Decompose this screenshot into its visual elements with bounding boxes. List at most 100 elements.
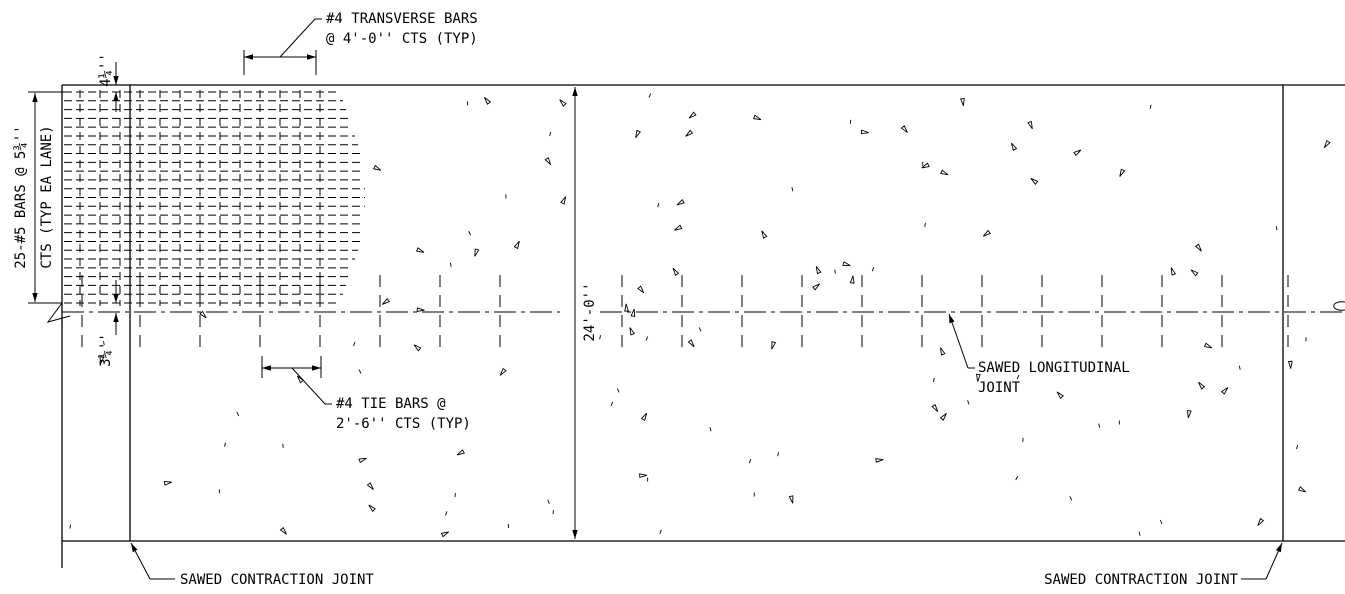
aggregate [771, 341, 777, 350]
aggregate [975, 373, 981, 382]
aggregate [1010, 142, 1018, 151]
aggregate [849, 119, 852, 124]
leader [279, 18, 322, 58]
aggregate [366, 482, 374, 490]
aggregate [544, 157, 552, 166]
aggregate [103, 341, 105, 346]
aggregate [1238, 365, 1241, 370]
aggregate [468, 230, 471, 236]
aggregate [1015, 475, 1019, 481]
aggregate [933, 377, 935, 383]
dimension-label: 3¼'' [98, 333, 114, 367]
aggregate [676, 198, 685, 206]
aggregate [761, 230, 768, 239]
aggregate [1170, 267, 1177, 276]
aggregate [685, 129, 694, 137]
aggregate [659, 529, 662, 534]
leader [130, 542, 151, 580]
callout: @ 4'-0'' CTS (TYP) [326, 31, 478, 47]
callout: #4 TIE BARS @ [336, 396, 446, 412]
aggregate [1030, 178, 1039, 186]
aggregate [812, 283, 820, 291]
aggregate [445, 511, 448, 516]
aggregate [672, 267, 680, 276]
aggregate [688, 111, 697, 119]
aggregate [1198, 381, 1206, 390]
aggregate [960, 97, 965, 107]
aggregate [842, 261, 851, 267]
aggregate [358, 457, 367, 464]
aggregate [547, 499, 550, 504]
aggregate [709, 427, 712, 432]
break-mark [46, 302, 71, 323]
aggregate [1027, 120, 1033, 130]
aggregate [353, 341, 356, 347]
callout: SAWED CONTRACTION JOINT [1044, 572, 1238, 588]
aggregate [199, 310, 207, 319]
aggregate [1119, 168, 1126, 177]
aggregate [1275, 226, 1278, 231]
aggregate [560, 196, 567, 205]
aggregate [415, 247, 425, 253]
aggregate [931, 403, 939, 412]
aggregate [484, 97, 492, 105]
aggregate [629, 327, 636, 336]
aggregate [474, 248, 480, 257]
aggregate [1203, 342, 1213, 349]
aggregate [687, 339, 695, 348]
aggregate [674, 224, 683, 231]
aggregate [382, 297, 390, 305]
aggregate [163, 480, 172, 486]
aggregate [860, 129, 869, 135]
aggregate [513, 240, 520, 250]
aggregate [752, 114, 762, 121]
aggregate [559, 99, 567, 107]
leader [291, 367, 332, 405]
dimension-label: 4¼'' [98, 53, 114, 87]
callout: 25-#5 BARS @ 5¾'' [13, 125, 29, 268]
aggregate [1220, 387, 1229, 395]
aggregate [1073, 149, 1082, 157]
aggregate [657, 202, 660, 208]
dimension-label: 24'-0'' [582, 282, 598, 341]
aggregate [939, 412, 947, 421]
aggregate [940, 347, 946, 356]
aggregate [440, 531, 450, 538]
aggregate [875, 458, 884, 463]
callout: SAWED LONGITUDINAL [978, 360, 1130, 376]
aggregate [416, 307, 425, 313]
aggregate [815, 265, 822, 275]
aggregate [358, 369, 362, 374]
aggregate [791, 187, 794, 192]
aggregate [1323, 139, 1331, 148]
aggregate [1149, 104, 1152, 109]
aggregate [637, 285, 645, 294]
aggregate [1016, 374, 1020, 380]
aggregate [69, 93, 1331, 538]
aggregate [236, 411, 240, 417]
aggregate [1098, 423, 1101, 428]
aggregate [1296, 444, 1299, 450]
aggregate [1287, 360, 1293, 369]
aggregate [924, 222, 926, 227]
aggregate [599, 335, 601, 340]
aggregate [849, 275, 855, 284]
aggregate [499, 367, 507, 376]
aggregate [645, 336, 649, 341]
aggregate [368, 504, 376, 513]
aggregate [549, 131, 552, 137]
leader [1265, 542, 1283, 580]
aggregate [372, 164, 382, 171]
reinforcement [64, 90, 1289, 350]
aggregate [1056, 391, 1064, 400]
aggregate [279, 526, 287, 535]
aggregate [449, 262, 452, 267]
leader [948, 313, 969, 369]
aggregate [99, 356, 105, 365]
aggregate [900, 125, 908, 133]
aggregate [834, 269, 836, 274]
callout: CTS (TYP EA LANE) [39, 125, 55, 268]
aggregate [1187, 409, 1192, 419]
callout: #4 TRANSVERSE BARS [326, 11, 478, 27]
aggregate [616, 388, 620, 393]
